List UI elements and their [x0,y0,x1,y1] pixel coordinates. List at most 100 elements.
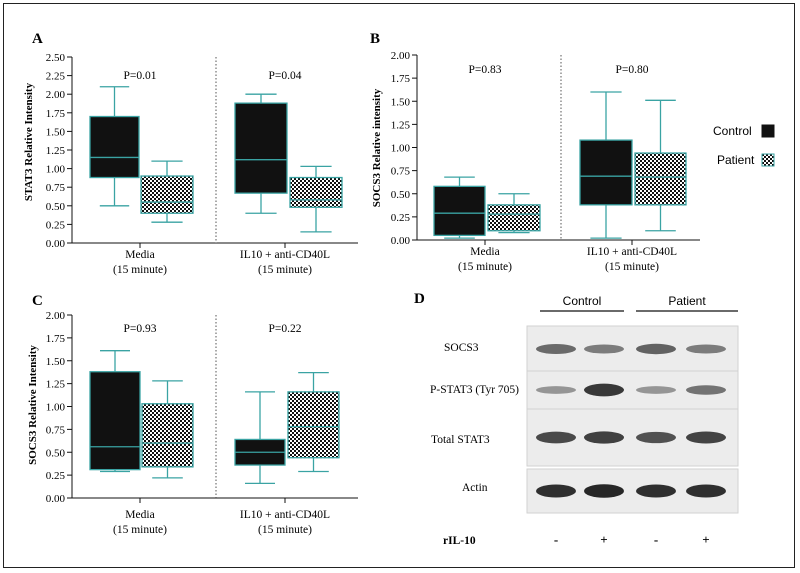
panel-c-letter: C [32,293,43,309]
blot-band-row0-lane4 [686,344,726,354]
panel-c-y-tick-label-3: 0.75 [46,424,66,436]
blot-band-row0-lane3 [636,343,676,355]
blot-band-row2-lane4 [686,431,726,444]
panel-a-y-tick-label-10: 2.50 [46,52,66,64]
blot-band-row1-lane1 [536,386,576,394]
panel-b-plot: 0.00 0.25 0.50 0.75 1.00 1.25 1.50 1.75 2.00 Medi… [391,50,700,273]
blot-lane-1-sign: - [554,532,558,547]
panel-a-y-tick-label-4: 1.00 [46,164,66,176]
panel-b-letter: B [370,31,380,47]
panel-a-pvalue-0: P=0.01 [123,70,156,82]
panel-c-y-axis-label: SOCS3 Relative Intensity [27,345,39,465]
panel-c-category-0-line1: Media [125,509,154,521]
panel-a-y-tick-label-6: 1.50 [46,126,66,138]
blot-band-row1-lane4 [686,385,726,395]
blot-band-row1-lane2 [584,383,624,397]
blot-treatment-label: rIL-10 [443,535,476,547]
panel-c-y-tick-label-6: 1.50 [46,356,66,368]
blot-band-row2-lane3 [636,431,676,444]
panel-c-category-1-line1: IL10 + anti-CD40L [240,509,330,521]
panel-c-y-tick-label-2: 0.50 [46,447,66,459]
panel-b-y-tick-label-7: 1.75 [391,73,411,85]
panel-b-group-0-patient-box [487,204,541,232]
panel-a-category-0-line1: Media [125,249,154,261]
blot-label-socs3: SOCS3 [444,342,479,354]
panel-b-y-tick-label-4: 1.00 [391,143,411,155]
legend-swatch-control [761,124,775,138]
panel-a-y-tick-label-2: 0.50 [46,201,66,213]
panel-a-group-1-control-box [234,102,288,194]
panel-a-y-tick-label-3: 0.75 [46,182,66,194]
blot-band-row3-lane3 [636,484,676,498]
panel-c-category-0-line2: (15 minute) [113,524,167,536]
panel-c-plot: 0.00 0.25 0.50 0.75 1.00 1.25 1.50 1.75 2.00 Medi… [46,310,358,536]
panel-b-y-tick-label-5: 1.25 [391,119,411,131]
blot-group-control: Control [563,294,602,308]
panel-a-category-0-line2: (15 minute) [113,264,167,276]
blot-band-row2-lane2 [584,431,624,444]
panel-b-category-1-line1: IL10 + anti-CD40L [587,246,677,258]
panel-b-y-tick-label-2: 0.50 [391,189,411,201]
panel-c-group-0-control-box [89,371,141,471]
panel-c-category-1-line2: (15 minute) [258,524,312,536]
panel-a: A STAT3 Relative Intensity 0.000.250.500… [23,31,358,276]
blot-label-pstat3: P-STAT3 (Tyr 705) [430,384,519,396]
blot-label-total-stat3: Total STAT3 [431,434,490,446]
panel-a-category-1-line1: IL10 + anti-CD40L [240,249,330,261]
panel-a-y-tick-label-9: 2.25 [46,71,66,83]
panel-b: B SOCS3 Relative intensity 0.00 0.25 0.50 0… [370,31,700,273]
blot-band-row0-lane1 [536,344,576,354]
panel-b-pvalue-1: P=0.80 [615,64,648,76]
blot-band-row1-lane3 [636,386,676,394]
panel-a-group-0-patient-box [140,175,194,214]
blot-lane-2-sign: + [600,532,607,547]
blot-label-actin: Actin [462,482,488,494]
panel-c-y-tick-label-5: 1.25 [46,379,66,391]
blot-strips [526,325,739,514]
panel-c-group-1-patient-box [287,391,340,459]
panel-a-y-tick-label-7: 1.75 [46,108,66,120]
panel-c-y-tick-label-4: 1.00 [46,402,66,414]
panel-a-group-0-control-box [89,115,140,179]
panel-d: D Control Patient SOCS3 P-STAT3 (Tyr 705… [414,291,739,547]
panel-a-plot: 0.00 0.25 0.50 0.75 1.00 1.25 1.50 1.75 2.00 2.25… [46,52,358,276]
panel-b-y-tick-label-3: 0.75 [391,166,411,178]
panel-a-letter: A [32,31,43,47]
panel-a-pvalue-1: P=0.04 [268,70,301,82]
blot-band-row3-lane4 [686,484,726,498]
figure-frame [3,3,795,568]
panel-b-y-tick-label-0: 0.00 [391,235,411,247]
panel-c-y-tick-label-1: 0.25 [46,470,66,482]
panel-a-y-tick-label-8: 2.00 [46,89,66,101]
blot-lane-4-sign: + [702,532,709,547]
blot-band-row3-lane1 [536,484,576,498]
blot-group-patient: Patient [668,294,706,308]
blot-lane-3-sign: - [654,532,658,547]
legend-swatch-patient [761,153,775,167]
panel-b-category-0-line2: (15 minute) [458,261,512,273]
panel-b-y-axis-label: SOCS3 Relative intensity [371,88,383,207]
panel-c-y-tick-label-0: 0.00 [46,493,66,505]
blot-band-row3-lane2 [584,484,624,498]
panel-a-y-axis-label: STAT3 Relative Intensity [23,82,35,201]
panel-c-pvalue-0: P=0.93 [123,323,156,335]
panel-b-y-tick-label-6: 1.50 [391,96,411,108]
panel-d-letter: D [414,291,425,307]
panel-c-y-tick-label-8: 2.00 [46,310,66,322]
panel-b-group-1-control-box [579,139,633,206]
legend-label-control: Control [713,124,752,138]
panel-b-category-1-line2: (15 minute) [605,261,659,273]
blot-band-row2-lane1 [536,431,576,444]
panel-a-y-tick-label-1: 0.25 [46,219,66,231]
panel-c-pvalue-1: P=0.22 [268,323,301,335]
blot-band-row0-lane2 [584,344,624,354]
panel-b-y-tick-label-1: 0.25 [391,212,411,224]
legend: Control Patient [713,124,775,167]
panel-a-category-1-line2: (15 minute) [258,264,312,276]
blot-row-labels: SOCS3 P-STAT3 (Tyr 705) Total STAT3 Acti… [430,342,519,494]
panel-b-group-0-control-box [433,185,486,237]
panel-b-y-tick-label-8: 2.00 [391,50,411,62]
panel-a-group-1-patient-box [289,176,343,208]
